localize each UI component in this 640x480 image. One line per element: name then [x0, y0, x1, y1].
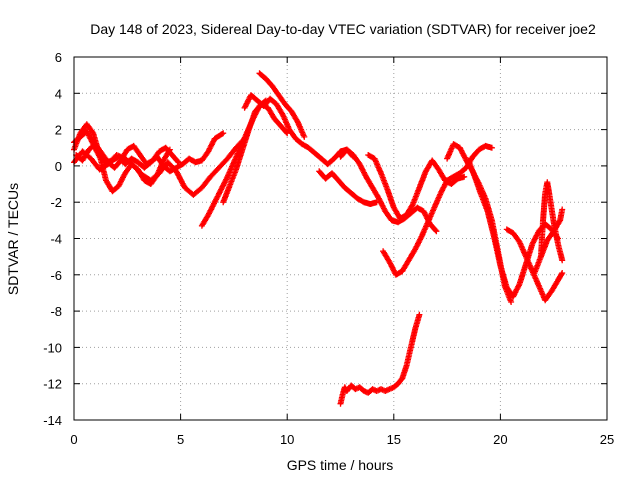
series-markers [531, 206, 566, 276]
y-tick-label: -8 [50, 304, 62, 319]
x-axis-label: GPS time / hours [287, 457, 394, 473]
series-arc6 [220, 101, 291, 206]
series-arc9 [316, 168, 380, 207]
x-tick-label: 0 [70, 432, 77, 447]
series-arc5 [198, 97, 269, 229]
x-axis: 0 5 10 15 20 25 [70, 57, 614, 447]
y-tick-label: -6 [50, 268, 62, 283]
series-markers [73, 141, 182, 171]
series-arc18 [337, 311, 423, 407]
series-markers [380, 142, 495, 278]
x-tick-label: 20 [493, 432, 507, 447]
series-markers [241, 92, 357, 168]
series-markers [337, 311, 423, 407]
x-tick-label: 25 [600, 432, 614, 447]
plot-frame [73, 56, 608, 421]
y-tick-label: -2 [50, 195, 62, 210]
series-markers [220, 101, 291, 206]
y-axis-label: SDTVAR / TECUs [5, 183, 21, 295]
series-arc14 [465, 157, 561, 300]
series-arc4 [73, 141, 182, 171]
series-arc12 [380, 142, 495, 278]
y-tick-label: -10 [43, 340, 62, 355]
series-arc8 [241, 92, 357, 168]
series-markers [256, 70, 308, 140]
grid [74, 57, 607, 420]
y-tick-label: 0 [55, 159, 62, 174]
series-arc17 [531, 206, 566, 276]
y-tick-label: -4 [50, 232, 62, 247]
y-tick-label: -14 [43, 413, 62, 428]
series-markers [316, 168, 380, 207]
chart-title: Day 148 of 2023, Sidereal Day-to-day VTE… [90, 21, 596, 37]
series-arc7 [256, 70, 308, 140]
x-tick-label: 5 [177, 432, 184, 447]
y-tick-label: 6 [55, 50, 62, 65]
y-tick-label: 2 [55, 123, 62, 138]
x-tick-label: 10 [280, 432, 294, 447]
series-markers [465, 157, 561, 300]
x-tick-label: 15 [387, 432, 401, 447]
y-tick-label: -12 [43, 377, 62, 392]
y-tick-label: 4 [55, 86, 62, 101]
series-markers [198, 97, 269, 229]
y-axis: -14 -12 -10 -8 -6 -4 -2 0 2 4 6 [43, 50, 607, 428]
